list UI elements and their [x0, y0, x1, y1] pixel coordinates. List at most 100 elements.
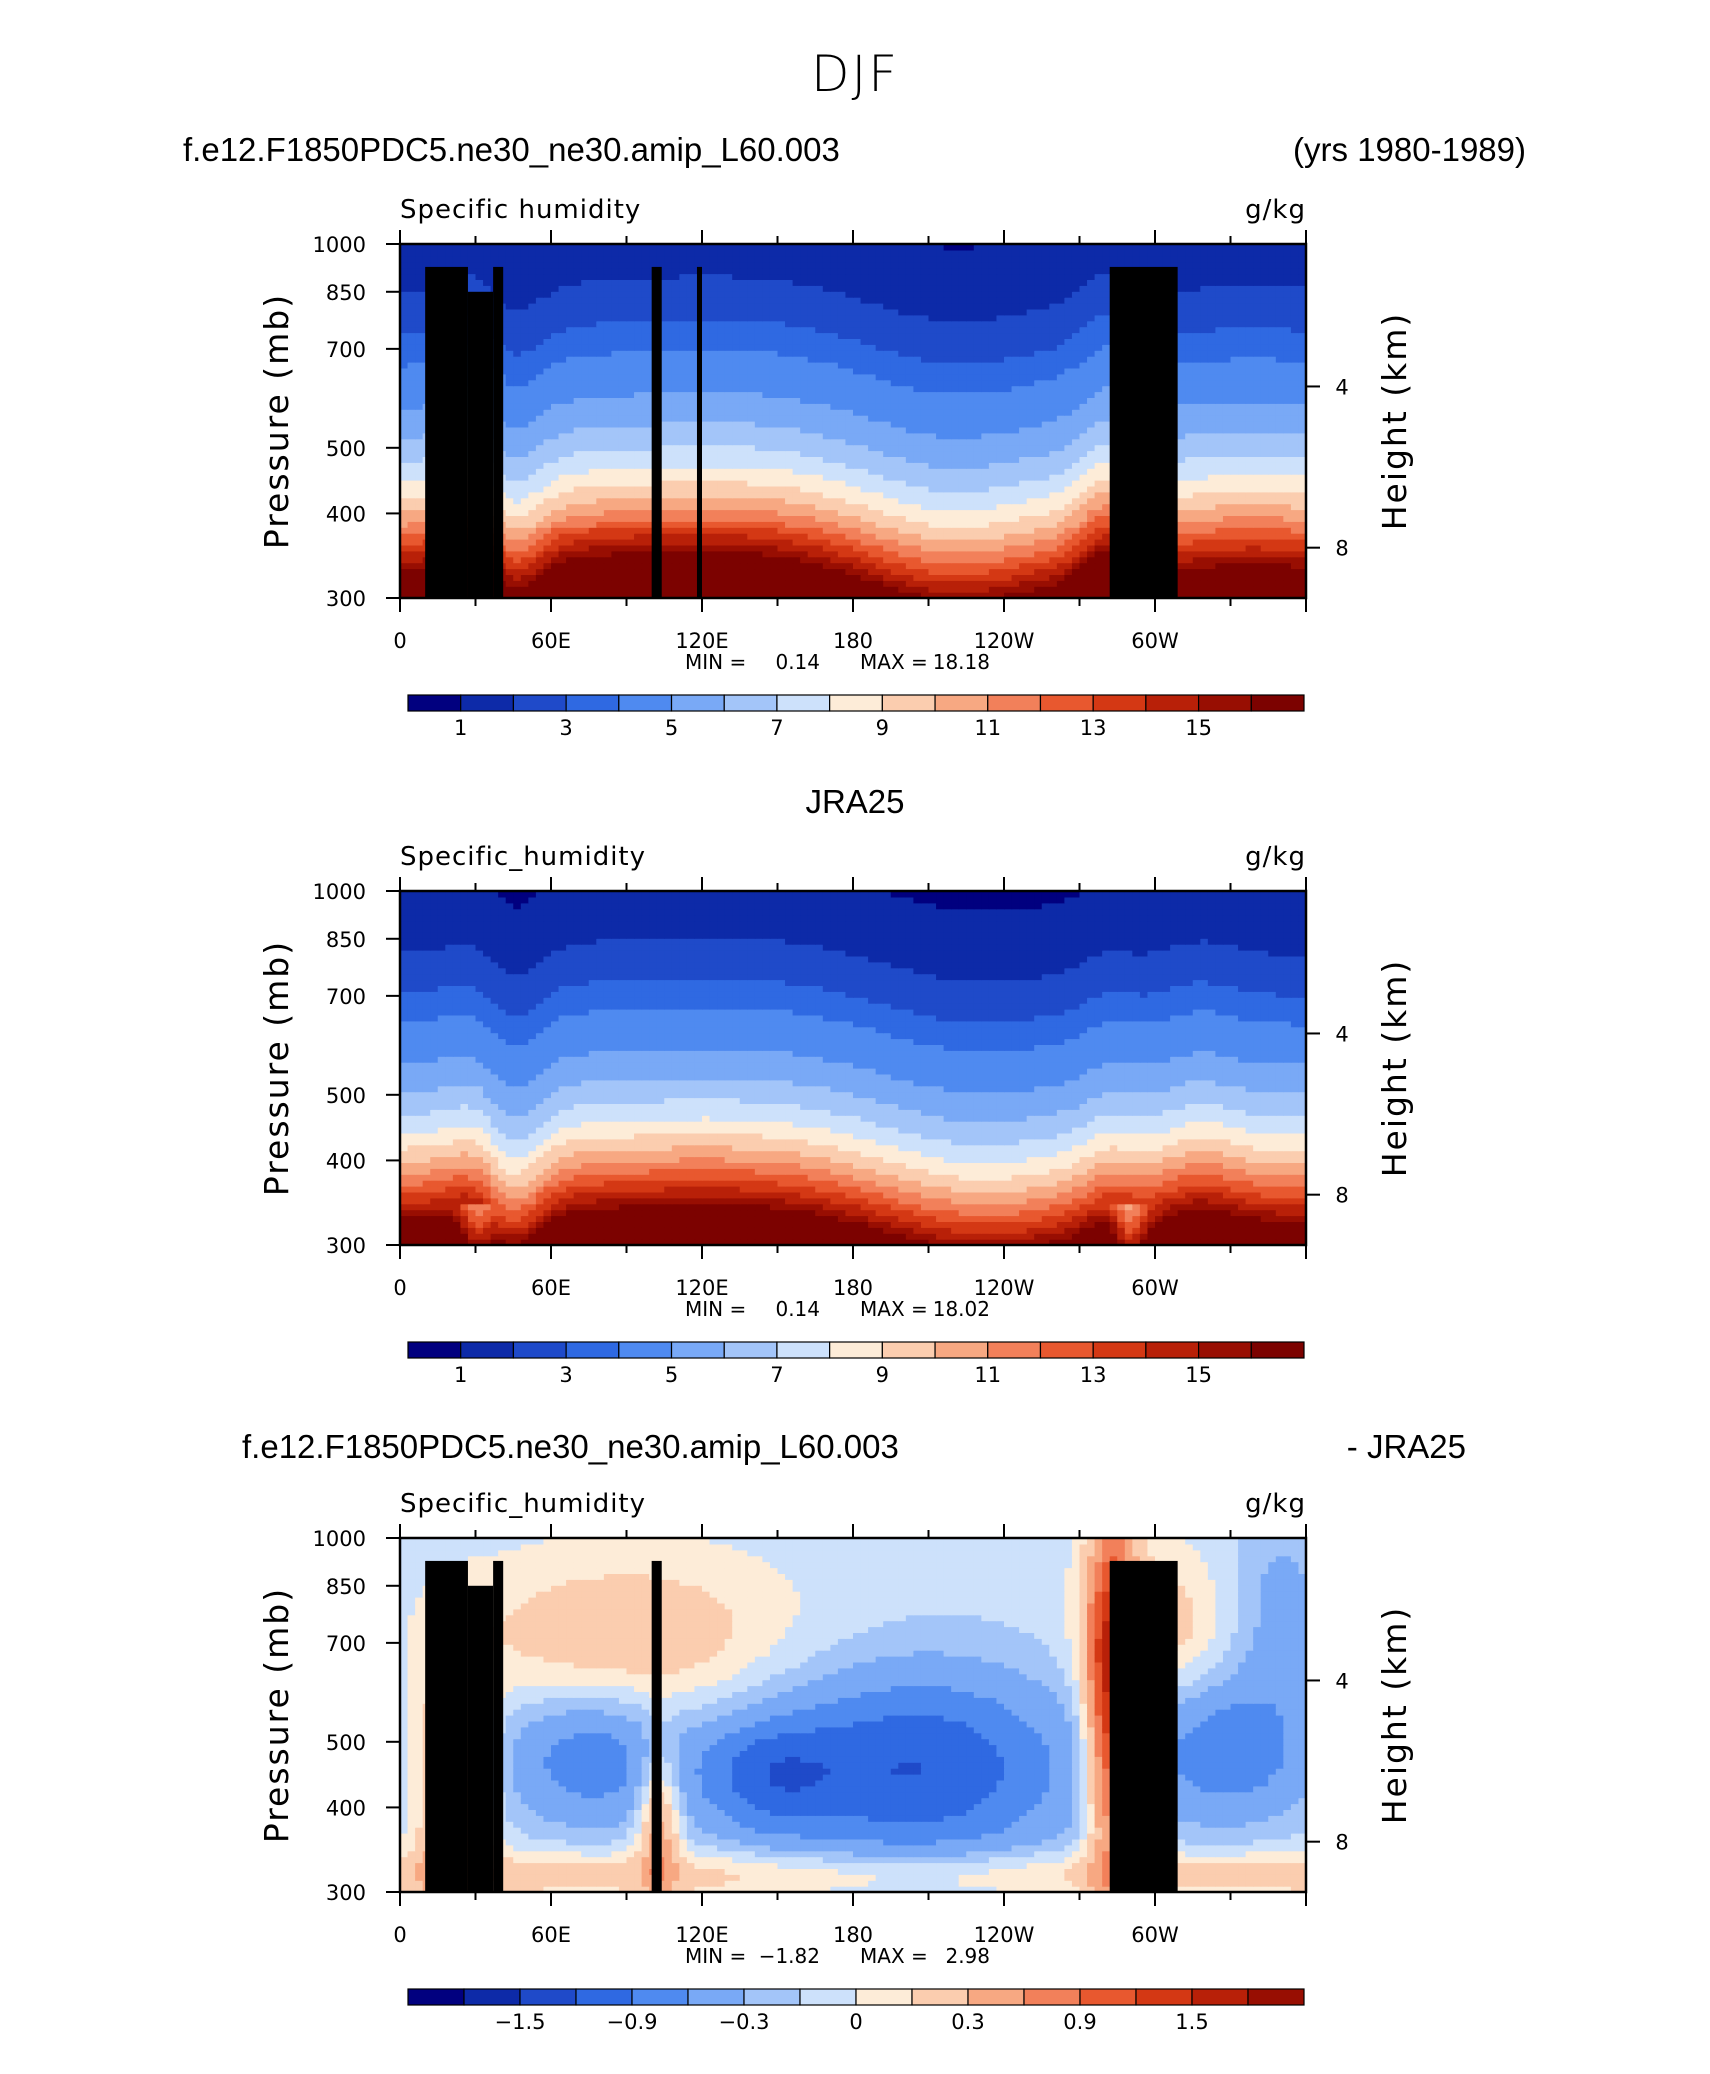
field-cell: [551, 403, 560, 410]
field-cell: [664, 409, 673, 416]
field-cell: [837, 550, 847, 558]
field-cell: [875, 456, 884, 463]
field-cell: [611, 592, 620, 598]
field-cell: [1260, 468, 1269, 475]
field-cell: [1102, 574, 1111, 581]
field-cell: [596, 580, 605, 587]
field-cell: [800, 562, 809, 570]
field-cell: [400, 550, 409, 558]
field-cell: [1207, 456, 1216, 463]
field-cell: [573, 574, 582, 581]
field-cell: [551, 468, 560, 475]
field-cell: [709, 497, 718, 505]
field-cell: [898, 491, 907, 499]
field-cell: [566, 586, 575, 593]
field-cell: [1034, 438, 1043, 446]
field-cell: [400, 397, 409, 404]
field-cell: [400, 409, 409, 416]
field-cell: [415, 474, 424, 481]
field-cell: [1215, 415, 1224, 422]
field-cell: [1253, 391, 1262, 398]
field-cell: [1268, 503, 1277, 511]
field-cell: [671, 586, 680, 593]
field-cell: [928, 415, 937, 422]
field-cell: [686, 485, 696, 493]
field-cell: [762, 539, 771, 546]
field-cell: [535, 468, 545, 475]
field-cell: [830, 415, 839, 422]
field-cell: [1056, 539, 1065, 546]
field-cell: [520, 462, 529, 469]
field-cell: [709, 403, 718, 410]
field-cell: [1238, 568, 1247, 575]
field-cell: [558, 403, 567, 410]
field-cell: [958, 556, 967, 564]
field-cell: [505, 450, 514, 457]
field-cell: [641, 550, 650, 558]
field-cell: [702, 592, 711, 598]
field-cell: [1253, 373, 1262, 381]
field-cell: [732, 462, 741, 469]
field-cell: [558, 509, 567, 516]
field-cell: [415, 568, 424, 575]
field-cell: [981, 456, 990, 463]
field-cell: [528, 592, 537, 598]
field-cell: [1049, 438, 1058, 446]
field-cell: [943, 580, 952, 587]
field-cell: [875, 474, 884, 481]
field-cell: [588, 515, 597, 522]
field-cell: [1041, 397, 1050, 404]
field-cell: [1207, 491, 1216, 499]
field-cell: [981, 556, 990, 564]
field-cell: [913, 503, 922, 511]
field-cell: [1034, 456, 1043, 463]
field-cell: [1177, 373, 1186, 381]
field-cell: [581, 480, 590, 487]
field-cell: [528, 474, 537, 481]
field-cell: [596, 480, 605, 487]
field-cell: [566, 533, 575, 540]
field-cell: [686, 350, 696, 357]
field-cell: [1011, 391, 1020, 398]
field-cell: [875, 515, 884, 522]
field-cell: [1064, 456, 1073, 463]
field-cell: [868, 426, 877, 434]
field-cell: [1034, 509, 1043, 516]
field-cell: [1071, 438, 1081, 446]
field-cell: [603, 468, 612, 475]
field-cell: [898, 373, 907, 381]
field-cell: [815, 385, 824, 393]
field-cell: [785, 438, 794, 446]
field-cell: [732, 367, 741, 375]
field-cell: [1004, 409, 1013, 416]
field-cell: [807, 562, 816, 570]
field-cell: [671, 468, 680, 475]
field-cell: [1260, 592, 1269, 598]
field-cell: [1102, 480, 1111, 487]
field-cell: [573, 515, 582, 522]
field-cell: [603, 379, 612, 387]
field-cell: [679, 544, 688, 552]
field-cell: [686, 562, 696, 570]
field-cell: [898, 544, 907, 552]
field-cell: [709, 539, 718, 546]
field-cell: [815, 568, 824, 575]
field-cell: [1268, 444, 1277, 452]
field-cell: [837, 539, 847, 546]
field-cell: [671, 350, 680, 357]
field-cell: [1238, 497, 1247, 505]
field-cell: [800, 462, 809, 469]
field-cell: [920, 556, 930, 564]
field-cell: [686, 426, 696, 434]
field-cell: [747, 350, 756, 357]
field-cell: [1253, 515, 1262, 522]
field-cell: [679, 509, 688, 516]
field-cell: [1290, 568, 1300, 575]
field-cell: [1298, 515, 1306, 522]
field-cell: [543, 544, 552, 552]
field-cell: [1094, 385, 1103, 393]
field-cell: [883, 586, 892, 593]
field-cell: [1200, 556, 1209, 564]
field-cell: [407, 480, 416, 487]
field-cell: [830, 550, 839, 558]
